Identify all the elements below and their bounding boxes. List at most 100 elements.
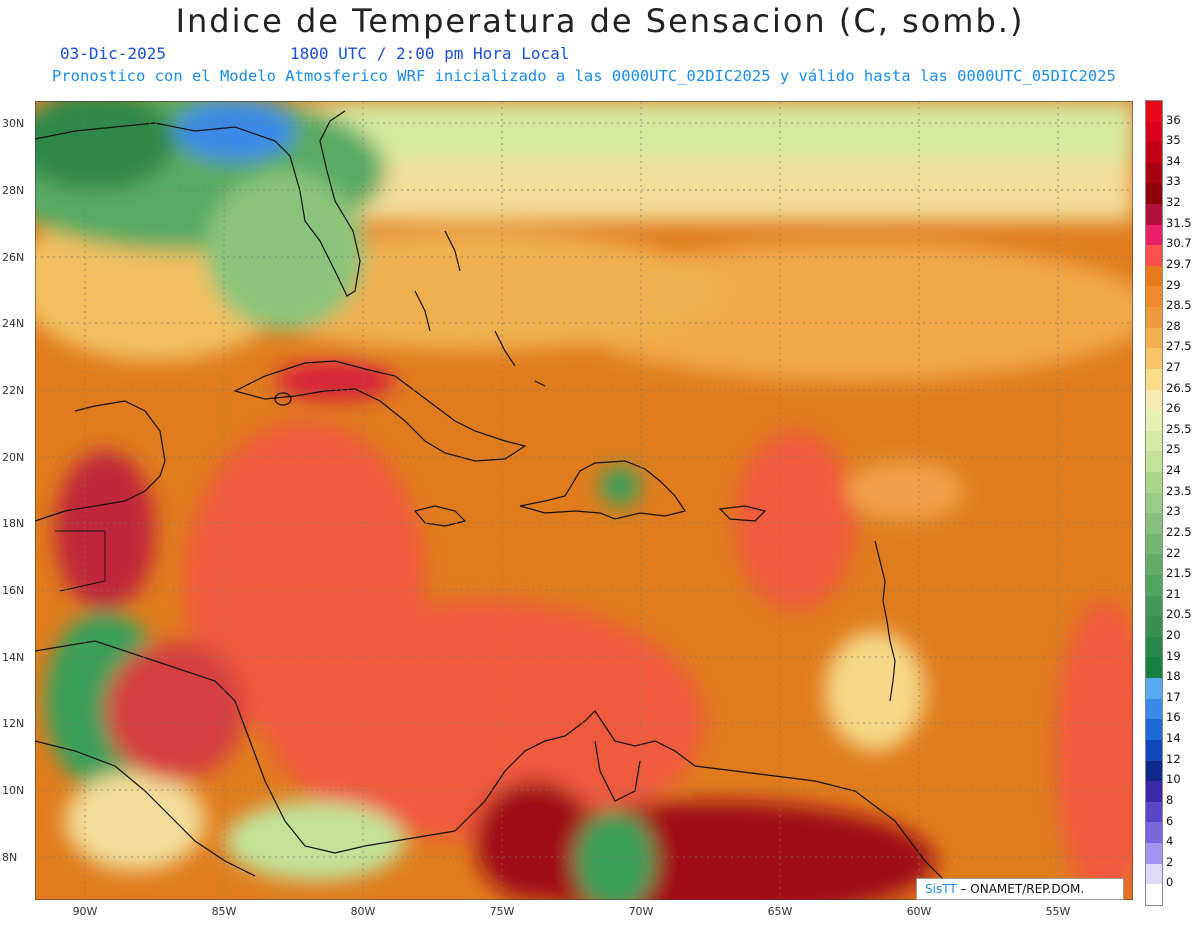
lon-label: 80W xyxy=(350,905,376,918)
colorbar-swatch xyxy=(1146,781,1162,802)
colorbar-swatch xyxy=(1146,698,1162,720)
colorbar-label: 19 xyxy=(1166,648,1181,663)
lon-label: 55W xyxy=(1045,905,1071,918)
map-title: Indice de Temperatura de Sensacion (C, s… xyxy=(175,2,1025,40)
colorbar-swatch xyxy=(1146,245,1162,266)
lat-label: 20N xyxy=(2,451,25,464)
colorbar-swatch xyxy=(1146,636,1162,658)
colorbar-label: 36 xyxy=(1166,112,1181,127)
colorbar-label: 23.5 xyxy=(1166,483,1192,498)
colorbar-label: 21.5 xyxy=(1166,566,1192,581)
lon-label: 90W xyxy=(72,905,98,918)
colorbar-label: 35 xyxy=(1166,133,1181,148)
lon-label: 85W xyxy=(211,905,237,918)
colorbar-swatch xyxy=(1146,451,1162,472)
temperature-map xyxy=(35,101,1133,900)
colorbar-swatch xyxy=(1146,389,1162,411)
colorbar-label: 20 xyxy=(1166,628,1181,642)
lon-label: 60W xyxy=(906,905,932,918)
colorbar-label: 25 xyxy=(1166,442,1181,457)
colorbar-swatch xyxy=(1146,719,1162,740)
forecast-time: 1800 UTC / 2:00 pm Hora Local xyxy=(290,44,570,63)
colorbar-label: 30.7 xyxy=(1166,236,1192,251)
lat-label: 30N xyxy=(2,117,25,130)
colorbar-label: 8 xyxy=(1166,792,1174,807)
colorbar-swatch xyxy=(1146,492,1162,514)
colorbar-label: 25.5 xyxy=(1166,421,1192,436)
colorbar-swatch xyxy=(1146,533,1162,555)
colorbar-label: 29 xyxy=(1166,277,1181,292)
sistt-logo: SisTT xyxy=(925,882,957,896)
colorbar-label: 10 xyxy=(1166,772,1181,787)
colorbar-label: 33 xyxy=(1166,174,1181,189)
colorbar-label: 17 xyxy=(1166,689,1181,704)
colorbar-label: 26.5 xyxy=(1166,380,1192,395)
colorbar-label: 24 xyxy=(1166,463,1181,478)
lat-label: 8N xyxy=(2,851,18,864)
colorbar-swatch xyxy=(1146,595,1162,617)
model-info: Pronostico con el Modelo Atmosferico WRF… xyxy=(52,67,1116,85)
coastlines xyxy=(35,110,946,882)
colorbar-swatch xyxy=(1146,286,1162,308)
colorbar-swatch xyxy=(1146,121,1162,143)
field-shading xyxy=(35,101,1133,900)
credit-org: – ONAMET/REP.DOM. xyxy=(960,882,1085,896)
colorbar-label: 0 xyxy=(1166,875,1174,890)
colorbar-label: 26 xyxy=(1166,401,1181,416)
colorbar-swatch xyxy=(1146,142,1162,163)
colorbar-swatch xyxy=(1146,513,1162,534)
colorbar-swatch xyxy=(1146,410,1162,431)
colorbar-label: 16 xyxy=(1166,710,1181,725)
colorbar-swatch xyxy=(1146,842,1162,864)
colorbar-label: 32 xyxy=(1166,195,1181,210)
colorbar-swatch xyxy=(1146,327,1162,349)
colorbar-swatch xyxy=(1146,822,1162,843)
colorbar-swatch xyxy=(1146,760,1162,782)
lat-label: 16N xyxy=(2,584,25,597)
colorbar-swatch xyxy=(1146,657,1162,679)
colorbar-swatch xyxy=(1146,348,1162,369)
colorbar-swatch xyxy=(1146,162,1162,184)
colorbar-labels: 36 35 34 33 32 31.5 30.7 29.7 29 28.5 28 27.5 27 26.5… xyxy=(1166,100,1200,904)
lon-label: 75W xyxy=(489,905,515,918)
colorbar-swatch xyxy=(1146,575,1162,596)
lat-label: 26N xyxy=(2,251,25,264)
graticule xyxy=(35,101,1133,900)
colorbar-label: 22.5 xyxy=(1166,524,1192,539)
lon-label: 65W xyxy=(767,905,793,918)
colorbar-swatch xyxy=(1146,678,1162,699)
credit-box: SisTT – ONAMET/REP.DOM. xyxy=(916,878,1124,900)
colorbar-label: 6 xyxy=(1166,813,1174,828)
colorbar-swatch xyxy=(1146,204,1162,225)
colorbar-label: 28 xyxy=(1166,318,1181,333)
colorbar-swatch xyxy=(1146,307,1162,328)
lat-label: 24N xyxy=(2,317,25,330)
colorbar-label: 27 xyxy=(1166,360,1181,374)
colorbar-label: 12 xyxy=(1166,751,1181,766)
colorbar-swatch xyxy=(1146,739,1162,761)
colorbar-label: 34 xyxy=(1166,153,1181,168)
colorbar-label: 20.5 xyxy=(1166,607,1192,622)
lat-label: 12N xyxy=(2,717,25,730)
colorbar-swatch xyxy=(1146,471,1162,493)
colorbar-label: 23 xyxy=(1166,504,1181,519)
colorbar-label: 31.5 xyxy=(1166,215,1192,230)
colorbar-swatch xyxy=(1146,616,1162,637)
colorbar-swatch xyxy=(1146,101,1162,122)
lat-label: 10N xyxy=(2,784,25,797)
colorbar-label: 22 xyxy=(1166,545,1181,560)
colorbar-label: 2 xyxy=(1166,854,1174,869)
lat-label: 14N xyxy=(2,651,25,664)
colorbar xyxy=(1145,100,1163,906)
colorbar-swatch xyxy=(1146,430,1162,452)
colorbar-swatch xyxy=(1146,183,1162,205)
colorbar-swatch xyxy=(1146,801,1162,823)
colorbar-label: 29.7 xyxy=(1166,256,1192,271)
colorbar-label: 28.5 xyxy=(1166,298,1192,313)
colorbar-label: 4 xyxy=(1166,834,1174,849)
lat-label: 18N xyxy=(2,517,25,530)
colorbar-swatch xyxy=(1146,224,1162,246)
lat-label: 28N xyxy=(2,184,25,197)
colorbar-swatch xyxy=(1146,554,1162,576)
colorbar-label: 27.5 xyxy=(1166,339,1192,354)
